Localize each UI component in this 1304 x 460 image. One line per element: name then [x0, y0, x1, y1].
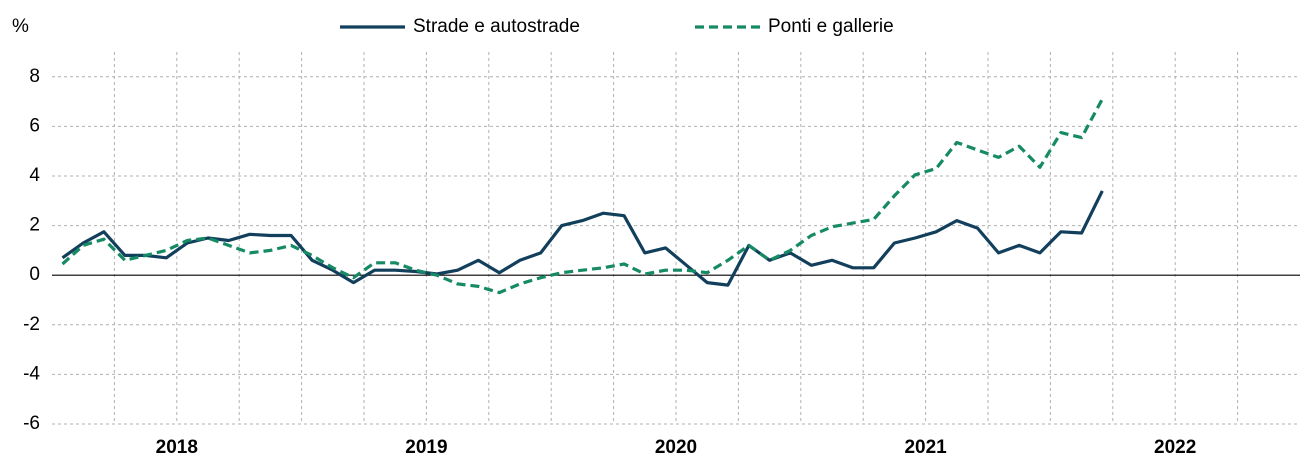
- x-tick-label: 2020: [655, 437, 697, 458]
- y-tick-label: 6: [29, 115, 40, 136]
- y-tick-label: -2: [23, 314, 40, 335]
- x-tick-label: 2018: [156, 437, 198, 458]
- x-tick-label: 2022: [1154, 437, 1196, 458]
- y-unit-label: %: [12, 16, 29, 37]
- series-line: [61, 190, 1104, 287]
- y-tick-label: 2: [29, 215, 40, 236]
- series-line: [61, 98, 1104, 295]
- y-tick-label: -4: [23, 363, 40, 384]
- x-tick-label: 2019: [405, 437, 447, 458]
- y-tick-label: 0: [29, 264, 40, 285]
- x-tick-label: 2021: [904, 437, 947, 458]
- y-tick-label: 8: [29, 66, 40, 87]
- y-tick-label: 4: [29, 165, 40, 186]
- legend-label: Ponti e gallerie: [768, 16, 894, 37]
- legend-label: Strade e autostrade: [413, 16, 580, 37]
- y-tick-label: -6: [23, 413, 40, 434]
